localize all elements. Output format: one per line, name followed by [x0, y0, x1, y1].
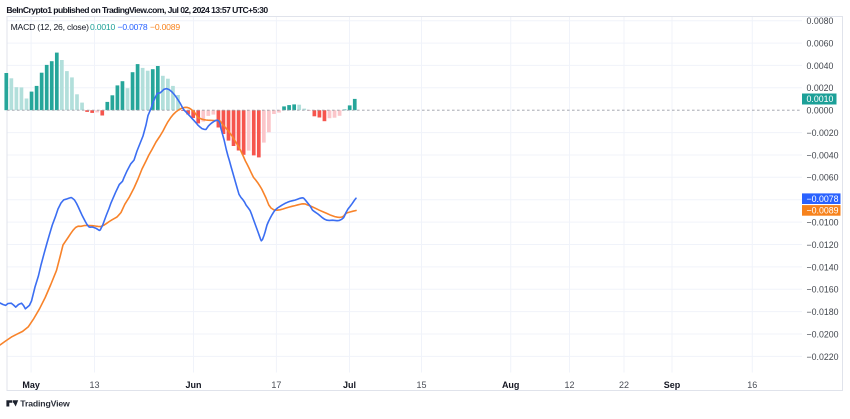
svg-text:15: 15 [416, 380, 426, 390]
svg-text:−0.0120: −0.0120 [807, 240, 839, 250]
svg-text:Aug: Aug [502, 380, 520, 390]
svg-text:−0.0020: −0.0020 [807, 128, 839, 138]
svg-text:−0.0060: −0.0060 [807, 173, 839, 183]
svg-text:17: 17 [271, 380, 281, 390]
svg-text:−0.0078: −0.0078 [118, 22, 148, 32]
svg-text:TradingView: TradingView [20, 398, 70, 408]
svg-text:Jul: Jul [343, 380, 356, 390]
svg-text:−0.0100: −0.0100 [807, 218, 839, 228]
svg-text:BeInCrypto1 published on Tradi: BeInCrypto1 published on TradingView.com… [6, 5, 268, 15]
svg-text:0.0010: 0.0010 [807, 94, 834, 104]
svg-text:0.0010: 0.0010 [90, 22, 116, 32]
svg-text:−0.0160: −0.0160 [807, 285, 839, 295]
svg-text:0.0020: 0.0020 [807, 83, 834, 93]
svg-text:−0.0140: −0.0140 [807, 262, 839, 272]
svg-text:22: 22 [619, 380, 629, 390]
svg-text:May: May [22, 380, 40, 390]
svg-text:Jun: Jun [185, 380, 201, 390]
svg-text:12: 12 [564, 380, 574, 390]
svg-text:−0.0089: −0.0089 [807, 206, 839, 216]
svg-text:0.0080: 0.0080 [807, 16, 834, 26]
svg-text:−0.0200: −0.0200 [807, 329, 839, 339]
svg-text:−0.0220: −0.0220 [807, 352, 839, 362]
svg-text:−0.0089: −0.0089 [150, 22, 180, 32]
svg-text:MACD (12, 26, close): MACD (12, 26, close) [11, 22, 89, 32]
svg-text:−0.0180: −0.0180 [807, 307, 839, 317]
svg-text:0.0060: 0.0060 [807, 39, 834, 49]
svg-text:0.0040: 0.0040 [807, 61, 834, 71]
svg-text:−0.0078: −0.0078 [807, 194, 839, 204]
svg-text:−0.0040: −0.0040 [807, 150, 839, 160]
svg-text:16: 16 [747, 380, 757, 390]
svg-text:0.0000: 0.0000 [807, 106, 834, 116]
svg-text:13: 13 [89, 380, 99, 390]
svg-text:Sep: Sep [664, 380, 681, 390]
